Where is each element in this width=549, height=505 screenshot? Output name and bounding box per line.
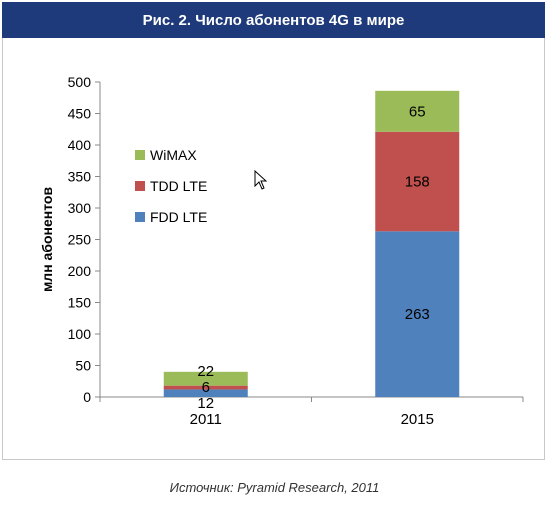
legend-label: FDD LTE — [150, 209, 207, 225]
data-label: 6 — [202, 379, 210, 396]
legend-label: WiMAX — [150, 147, 197, 163]
legend-swatch-fdd-lte — [135, 212, 145, 222]
x-tick-label: 2011 — [190, 411, 222, 428]
data-label: 65 — [409, 103, 426, 120]
bar-fdd-lte-2011 — [163, 389, 248, 397]
legend-swatch-wimax — [135, 150, 145, 160]
bar-fdd-lte-2015 — [375, 231, 460, 397]
y-tick-label: 0 — [83, 389, 91, 405]
y-axis-label: млн абонентов — [39, 187, 55, 293]
bar-wimax-2011 — [163, 371, 248, 386]
data-label: 263 — [405, 306, 430, 323]
bar-tdd-lte-2015 — [375, 131, 460, 232]
y-tick-label: 450 — [68, 106, 92, 122]
y-tick-label: 150 — [68, 295, 92, 311]
bar-tdd-lte-2011 — [163, 385, 248, 390]
y-tick-label: 400 — [68, 137, 92, 153]
data-label: 12 — [197, 395, 214, 412]
y-tick-label: 100 — [68, 326, 92, 342]
chart-title: Рис. 2. Число абонентов 4G в мире — [142, 11, 405, 29]
data-label: 22 — [197, 363, 214, 380]
legend-label: TDD LTE — [150, 178, 207, 194]
y-tick-label: 350 — [68, 169, 92, 185]
legend-swatch-tdd-lte — [135, 181, 145, 191]
data-label: 158 — [405, 174, 430, 191]
chart-title-bar: Рис. 2. Число абонентов 4G в мире — [2, 2, 545, 38]
y-tick-label: 200 — [68, 263, 92, 279]
y-tick-label: 250 — [68, 232, 92, 248]
bar-wimax-2015 — [375, 90, 460, 132]
y-tick-label: 500 — [68, 74, 92, 90]
y-tick-label: 300 — [68, 200, 92, 216]
x-tick-label: 2015 — [401, 411, 434, 428]
y-tick-label: 50 — [75, 358, 91, 374]
source-note: Источник: Pyramid Research, 2011 — [169, 480, 380, 495]
